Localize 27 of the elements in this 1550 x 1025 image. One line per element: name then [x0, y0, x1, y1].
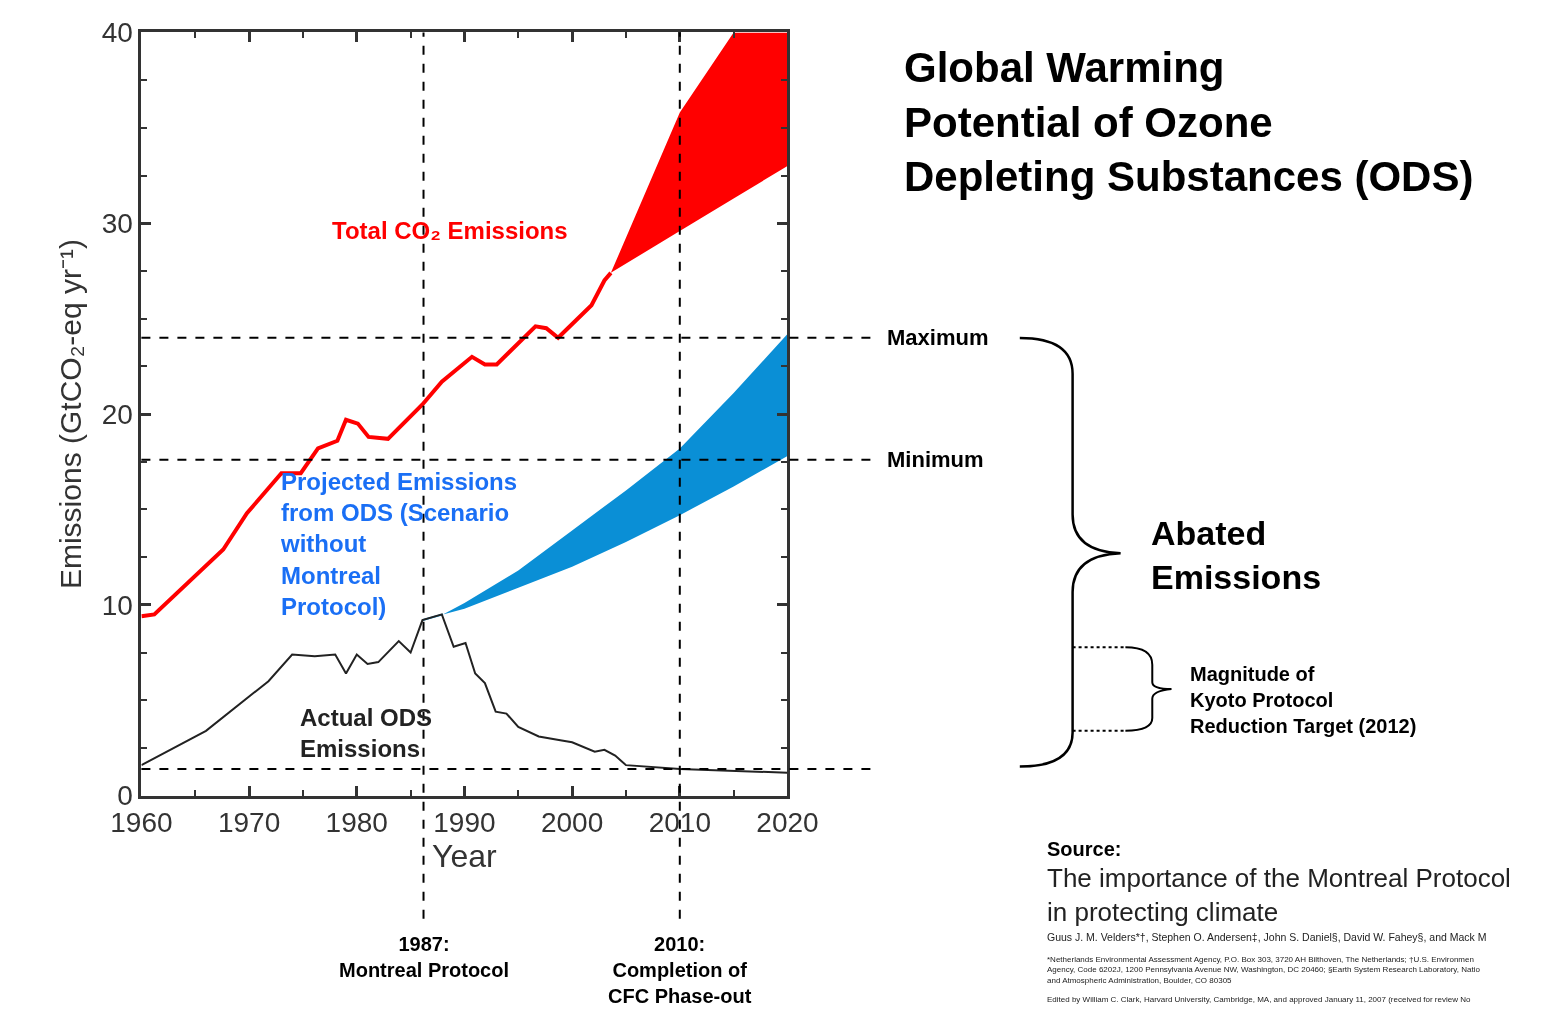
text: Edited by William C. Clark, Harvard University, Cambridge, MA, and approved January 11, 2007 (received for review No: [1047, 995, 1471, 1004]
x-tick-label: 2020: [756, 807, 819, 839]
x-tick-label: 2010: [648, 807, 711, 839]
x-tick-label: 1980: [325, 807, 388, 839]
y-axis-title: Emissions (GtCO₂-eq yr⁻¹): [53, 239, 87, 590]
y-tick-label: 20: [101, 398, 133, 430]
text: Guus J. M. Velders*†, Stephen O. Andersen‡, John S. Daniel§, David W. Fahey§, and Mack M: [1047, 931, 1487, 943]
text: Total CO₂ Emissions: [332, 217, 568, 244]
text: The importance of the Montreal Protocol in protecting climate: [1047, 863, 1511, 927]
ref-line-label: Minimum: [887, 447, 984, 472]
text: Projected Emissions from ODS (Scenario without Montreal Protocol): [280, 468, 518, 620]
text: *Netherlands Environmental Assessment Agency, P.O. Box 303, 3720 AH Bilthoven, The Netherlands; †U.S. Environmen Agency, Code 6202J, 1200 Pennsylvania Avenue NW, Washington, DC 20460; §Earth System Research Laboratory, Natio and Atmospheric Administration, Boulder, CO 80305: [1047, 955, 1481, 985]
text: Magnitude of Kyoto Protocol Reduction Target (2012): [1190, 663, 1417, 737]
text: Abated Emissions: [1151, 514, 1322, 597]
y-tick-label: 30: [101, 208, 133, 240]
ref-line-label: 2010: Completion of CFC Phase-out: [608, 933, 752, 1007]
y-tick-label: 10: [101, 589, 133, 621]
text: Global Warming Potential of Ozone Depleting Substances (ODS): [904, 44, 1474, 201]
ref-line-label: Maximum: [887, 325, 989, 350]
y-tick-label: 40: [101, 17, 133, 49]
x-axis-title: Year: [432, 838, 498, 875]
series-label: Actual ODS Emissions: [300, 704, 433, 763]
x-tick-label: 2000: [540, 807, 604, 839]
source-note: Source:: [1047, 838, 1122, 860]
ref-line-label: 1987: Montreal Protocol: [339, 933, 510, 981]
x-tick-label: 1990: [433, 807, 496, 839]
x-tick-label: 1970: [217, 807, 281, 839]
